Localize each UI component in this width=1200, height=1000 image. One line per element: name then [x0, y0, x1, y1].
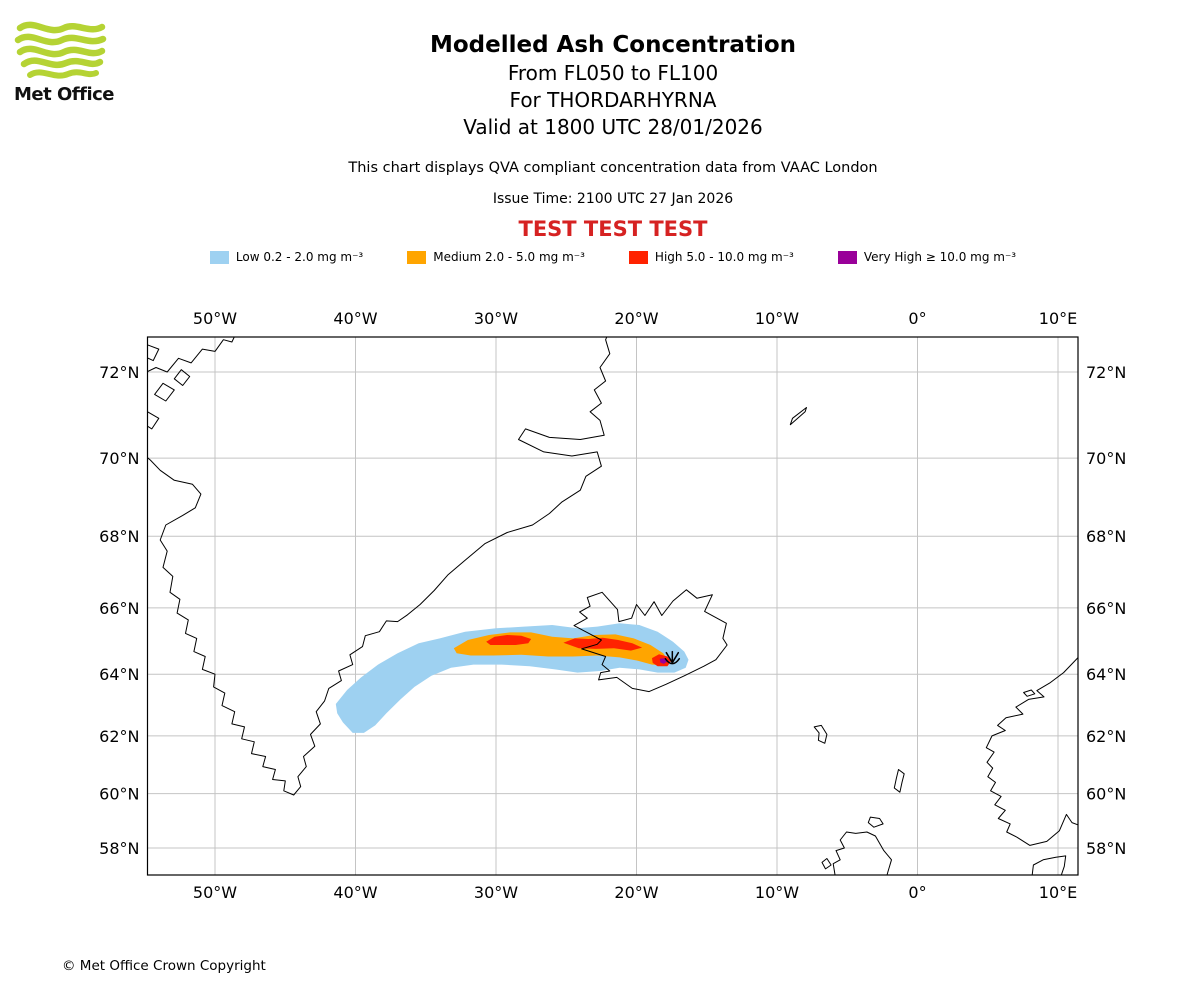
coast-scotland: [832, 831, 892, 875]
lon-label-top: 30°W: [474, 309, 518, 328]
coast-jan-mayen: [789, 407, 807, 426]
lon-label-bottom: 0°: [908, 883, 926, 902]
coast-nw-island-b: [154, 382, 175, 402]
legend-item-medium: Medium 2.0 - 5.0 mg m⁻³: [407, 250, 585, 264]
legend-label-low: Low 0.2 - 2.0 mg m⁻³: [235, 250, 364, 264]
legend: Low 0.2 - 2.0 mg m⁻³ Medium 2.0 - 5.0 mg…: [148, 250, 1078, 264]
coast-faroe-islands: [813, 724, 828, 744]
legend-label-high: High 5.0 - 10.0 mg m⁻³: [654, 250, 794, 264]
chart-title: Modelled Ash Concentration: [429, 32, 797, 58]
lon-label-bottom: 10°W: [755, 883, 799, 902]
medium-concentration-swatch: [407, 250, 427, 264]
low-concentration-swatch: [209, 250, 229, 264]
coast-norway-island: [1023, 689, 1036, 697]
lat-label-left: 62°N: [99, 727, 139, 746]
lon-label-bottom: 50°W: [193, 883, 237, 902]
lat-label-left: 66°N: [99, 599, 139, 618]
flight-level-line: From FL050 to FL100: [507, 61, 719, 85]
met-office-logo: Met Office: [14, 20, 144, 105]
ash-plume-contours: [335, 623, 689, 733]
legend-label-very-high: Very High ≥ 10.0 mg m⁻³: [863, 250, 1017, 264]
coast-shetland: [893, 769, 905, 793]
legend-item-very-high: Very High ≥ 10.0 mg m⁻³: [837, 250, 1017, 264]
test-banner: TEST TEST TEST: [518, 217, 708, 241]
coast-orkney: [867, 816, 884, 828]
coastlines: [147, 337, 1078, 875]
lat-label-right: 68°N: [1086, 527, 1126, 546]
coast-denmark-jutland: [1031, 855, 1067, 875]
lat-label-right: 58°N: [1086, 839, 1126, 858]
lat-label-right: 64°N: [1086, 665, 1126, 684]
coast-greenland: [147, 337, 611, 796]
plume-high-west: [486, 635, 532, 645]
lat-label-left: 72°N: [99, 363, 139, 382]
coast-norway: [985, 656, 1078, 846]
lat-label-right: 66°N: [1086, 599, 1126, 618]
lon-label-top: 10°E: [1039, 309, 1077, 328]
grid-lines: [147, 337, 1078, 875]
lon-label-top: 10°W: [755, 309, 799, 328]
copyright-notice: © Met Office Crown Copyright: [62, 958, 266, 974]
met-office-logo-waves: [14, 21, 107, 79]
lon-label-top: 40°W: [333, 309, 377, 328]
lat-label-left: 58°N: [99, 839, 139, 858]
lon-label-top: 0°: [908, 309, 926, 328]
coast-greenland-nw-coast: [147, 337, 235, 373]
volcano-name-line: For THORDARHYRNA: [509, 88, 717, 112]
lat-label-right: 72°N: [1086, 363, 1126, 382]
lat-label-left: 64°N: [99, 665, 139, 684]
qva-description: This chart displays QVA compliant concen…: [348, 160, 878, 176]
lon-label-bottom: 40°W: [333, 883, 377, 902]
axis-labels: 50°W 50°W 40°W 40°W 30°W 30°W 20°W 20°W 10°W 10°W…: [99, 309, 1126, 902]
map-border: [146, 336, 1079, 876]
high-concentration-swatch: [628, 250, 648, 264]
volcano-marker: [664, 650, 681, 665]
issue-time: Issue Time: 2100 UTC 27 Jan 2026: [492, 191, 734, 207]
lat-label-right: 60°N: [1086, 785, 1126, 804]
lon-label-top: 50°W: [193, 309, 237, 328]
lat-label-left: 68°N: [99, 527, 139, 546]
lat-label-left: 70°N: [99, 449, 139, 468]
lat-label-right: 62°N: [1086, 727, 1126, 746]
coast-skye: [821, 858, 832, 870]
met-office-logo-text: Met Office: [14, 84, 115, 105]
plume-high-central: [563, 637, 643, 651]
legend-item-low: Low 0.2 - 2.0 mg m⁻³: [209, 250, 364, 264]
coast-nw-island-a: [147, 344, 160, 362]
legend-item-high: High 5.0 - 10.0 mg m⁻³: [628, 250, 794, 264]
coast-nw-island-c: [147, 411, 160, 430]
chart-header: Modelled Ash Concentration From FL050 to…: [148, 0, 1078, 264]
lat-label-right: 70°N: [1086, 449, 1126, 468]
coast-nw-island-d: [173, 369, 191, 386]
very-high-concentration-swatch: [837, 250, 857, 264]
coast-iceland: [573, 589, 728, 693]
lat-label-left: 60°N: [99, 785, 139, 804]
lon-label-bottom: 30°W: [474, 883, 518, 902]
lon-label-bottom: 20°W: [614, 883, 658, 902]
legend-label-medium: Medium 2.0 - 5.0 mg m⁻³: [433, 250, 585, 264]
lon-label-bottom: 10°E: [1039, 883, 1077, 902]
valid-time-line: Valid at 1800 UTC 28/01/2026: [463, 115, 763, 139]
lon-label-top: 20°W: [614, 309, 658, 328]
